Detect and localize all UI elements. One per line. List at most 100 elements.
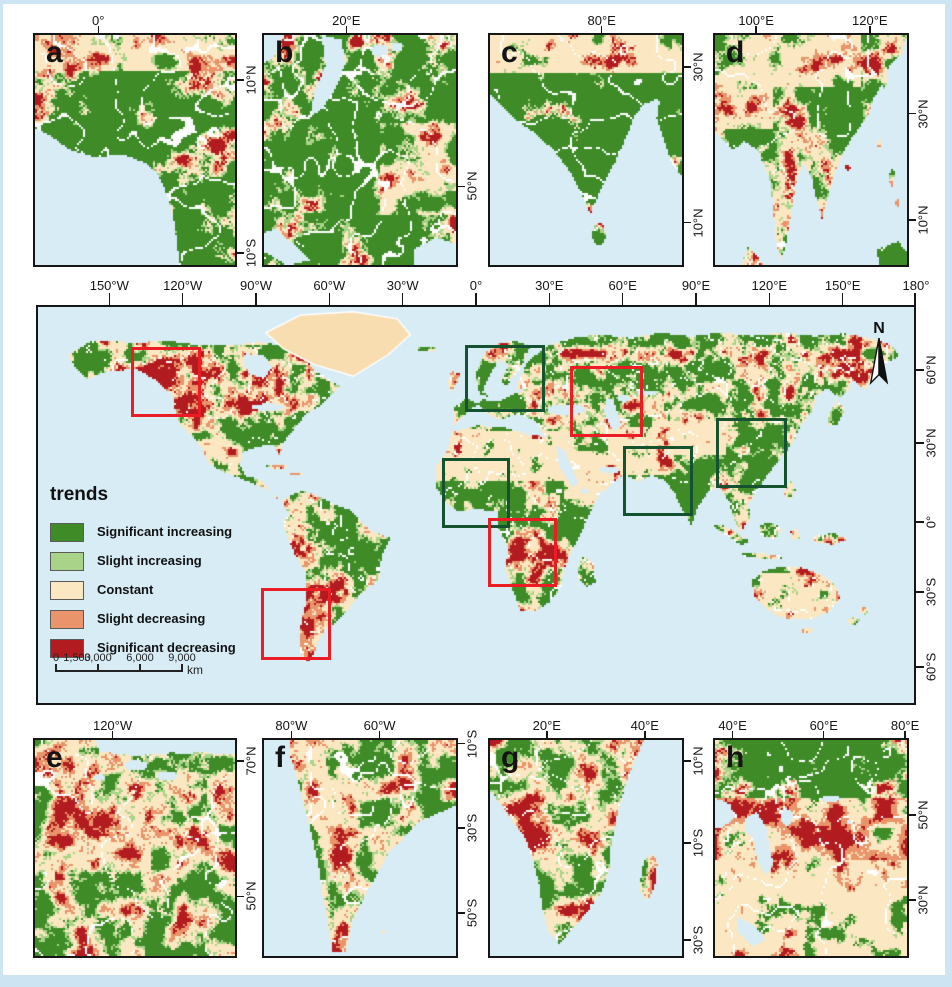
world-x-tick-label: 90°E [681,278,711,293]
world-x-tick-mark [548,293,551,305]
world-y-tick-mark [916,666,924,668]
highlight-box-c [622,446,693,516]
x-tick-mark [345,26,348,33]
x-tick-mark [731,731,734,738]
y-tick-mark [237,79,244,81]
legend-item-label: Significant decreasing [97,640,236,655]
y-tick-label: 10°N [243,65,259,95]
y-tick-mark [909,814,916,816]
x-tick-mark [378,731,381,738]
x-tick-label: 80°E [587,13,616,28]
y-tick-label: 30°N [690,52,706,82]
world-x-tick-label: 90°W [240,278,272,293]
map-panel-a: a [33,33,237,267]
x-tick-mark [822,731,825,738]
panel-letter-b: b [275,36,294,69]
world-x-tick-label: 60°W [313,278,346,293]
highlight-box-a [441,458,510,528]
x-tick-mark [644,731,646,738]
legend-swatch [50,639,84,658]
panel-letter-d: d [726,36,745,69]
world-y-tick-label: 30°S [923,577,939,607]
panel-letter-h: h [726,741,745,774]
y-tick-mark [684,939,691,941]
world-x-tick-mark [401,293,404,305]
y-tick-mark [684,221,691,224]
world-x-tick-mark [914,293,916,305]
panel-letter-a: a [46,36,63,69]
y-tick-label: 70°N [243,746,259,776]
y-tick-mark [458,912,465,914]
map-panel-b: b [262,33,458,267]
scale-bar-tick [181,664,183,672]
map-canvas-f [264,740,456,956]
legend-swatch [50,523,84,542]
y-tick-mark [909,112,916,115]
world-x-tick-label: 120°E [751,278,788,293]
x-tick-mark [290,731,293,738]
x-tick-label: 80°E [890,718,920,733]
y-tick-label: 50°N [464,171,480,201]
legend-title: trends [50,484,109,505]
map-panel-g: g [488,738,684,958]
map-canvas-d [715,35,907,265]
world-y-tick-label: 60°N [923,355,939,385]
x-tick-label: 120°E [852,13,888,28]
panel-letter-f: f [275,741,285,774]
world-x-tick-label: 150°W [89,278,129,293]
world-x-tick-label: 30°E [535,278,564,293]
scale-bar-label: 9,000 [168,652,196,664]
world-x-tick-mark [768,293,771,305]
map-canvas-b [264,35,456,265]
x-tick-mark [869,26,871,33]
world-x-tick-mark [108,293,111,305]
y-tick-label: 10°N [915,205,931,235]
y-tick-label: 30°S [464,814,480,843]
world-x-tick-label: 180° [902,278,930,293]
y-tick-mark [684,760,691,762]
world-x-tick-label: 30°W [386,278,419,293]
y-tick-mark [684,842,691,844]
scale-bar-tick [97,664,99,672]
map-panel-e: e [33,738,237,958]
x-tick-label: 60°W [363,718,396,733]
world-x-tick-label: 150°E [824,278,861,293]
world-y-tick-mark [916,521,924,523]
x-tick-label: 100°E [738,13,774,28]
map-panel-h: h [713,738,909,958]
scale-bar-tick [55,664,57,672]
map-panel-f: f [262,738,458,958]
x-tick-label: 40°E [630,718,659,733]
y-tick-label: 30°S [690,925,706,955]
map-canvas-c [490,35,682,265]
world-x-tick-label: 60°E [608,278,637,293]
y-tick-label: 30°N [915,885,931,915]
y-tick-label: 30°N [915,99,931,129]
x-tick-label: 80°W [275,718,308,733]
y-tick-mark [684,66,691,68]
legend-swatch [50,610,84,629]
y-tick-label: 10°S [690,828,706,858]
highlight-box-b [465,345,545,412]
scale-bar-label: 6,000 [126,652,154,664]
legend-swatch [50,552,84,571]
world-x-tick-mark [621,293,624,305]
world-x-tick-mark [695,293,697,305]
panel-letter-c: c [501,36,518,69]
legend-swatch [50,581,84,600]
north-arrow-icon [869,338,889,386]
highlight-box-f [261,588,331,660]
scale-bar-line [56,670,182,672]
x-tick-label: 0° [92,13,105,28]
world-y-tick-mark [916,369,924,371]
y-tick-mark [458,742,465,745]
highlight-box-g [487,518,557,587]
x-tick-label: 40°E [718,718,747,733]
y-tick-mark [458,185,465,188]
map-canvas-e [35,740,235,956]
world-x-tick-mark [841,293,844,305]
legend-item-label: Significant increasing [97,524,233,539]
y-tick-label: 50°N [243,881,259,911]
y-tick-label: 50°S [464,898,480,928]
